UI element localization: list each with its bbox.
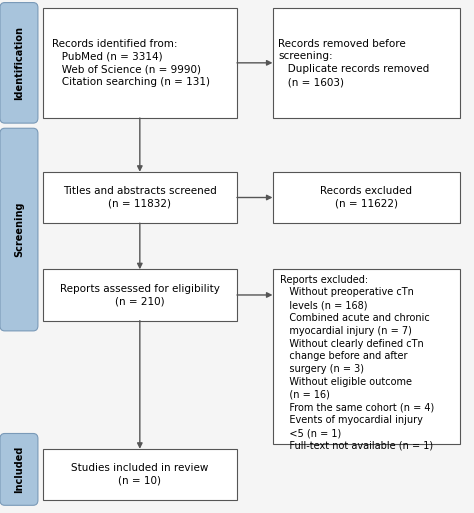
- FancyBboxPatch shape: [0, 433, 38, 505]
- FancyBboxPatch shape: [273, 8, 460, 118]
- Text: Reports assessed for eligibility
(n = 210): Reports assessed for eligibility (n = 21…: [60, 284, 220, 306]
- Text: Reports excluded:
   Without preoperative cTn
   levels (n = 168)
   Combined ac: Reports excluded: Without preoperative c…: [280, 274, 434, 451]
- Text: Records identified from:
   PubMed (n = 3314)
   Web of Science (n = 9990)
   Ci: Records identified from: PubMed (n = 331…: [52, 38, 210, 87]
- FancyBboxPatch shape: [0, 3, 38, 123]
- FancyBboxPatch shape: [43, 449, 237, 500]
- FancyBboxPatch shape: [273, 172, 460, 223]
- FancyBboxPatch shape: [43, 172, 237, 223]
- FancyBboxPatch shape: [43, 269, 237, 321]
- Text: Records removed before
screening:
   Duplicate records removed
   (n = 1603): Records removed before screening: Duplic…: [278, 38, 429, 87]
- FancyBboxPatch shape: [43, 8, 237, 118]
- Text: Titles and abstracts screened
(n = 11832): Titles and abstracts screened (n = 11832…: [63, 186, 217, 209]
- Text: Included: Included: [14, 446, 24, 493]
- Text: Identification: Identification: [14, 26, 24, 100]
- FancyBboxPatch shape: [273, 269, 460, 444]
- FancyBboxPatch shape: [0, 128, 38, 331]
- Text: Screening: Screening: [14, 202, 24, 258]
- Text: Studies included in review
(n = 10): Studies included in review (n = 10): [71, 463, 209, 486]
- Text: Records excluded
(n = 11622): Records excluded (n = 11622): [320, 186, 412, 209]
